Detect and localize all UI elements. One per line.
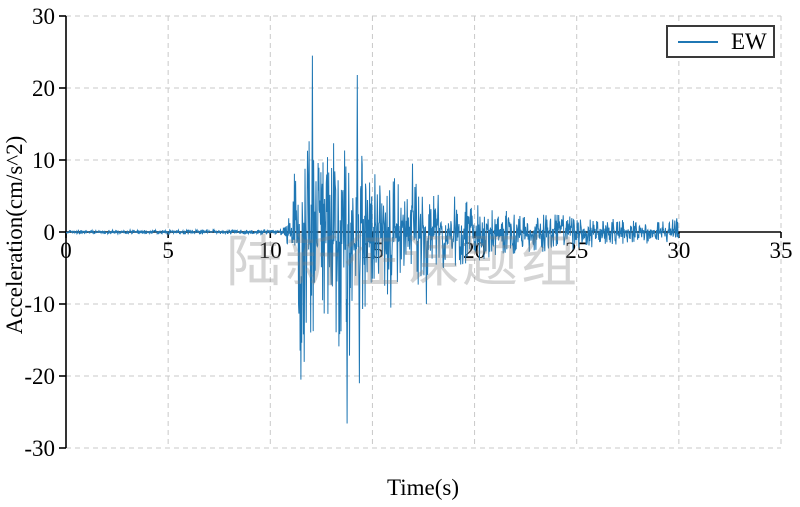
y-tick-label: -10 xyxy=(24,292,55,317)
x-axis-title: Time(s) xyxy=(387,475,459,500)
x-tick-label: 0 xyxy=(60,238,72,263)
x-tick-label: 5 xyxy=(162,238,174,263)
y-tick-label: 20 xyxy=(32,76,55,101)
y-tick-label: 10 xyxy=(32,148,55,173)
x-tick-label: 30 xyxy=(667,238,690,263)
x-tick-label: 10 xyxy=(259,238,282,263)
legend-label: EW xyxy=(731,29,767,54)
y-tick-label: -30 xyxy=(24,436,55,461)
y-axis-title: Acceleration(cm/s^2) xyxy=(2,135,27,335)
x-tick-label: 20 xyxy=(463,238,486,263)
y-tick-label: 0 xyxy=(44,220,56,245)
y-tick-label: 30 xyxy=(32,4,55,29)
legend-line-sample xyxy=(678,40,718,43)
waveform-ew xyxy=(65,55,680,424)
x-tick-label: 25 xyxy=(565,238,588,263)
y-tick-label: -20 xyxy=(24,364,55,389)
legend-box: EW xyxy=(666,25,775,58)
x-tick-label: 35 xyxy=(770,238,793,263)
